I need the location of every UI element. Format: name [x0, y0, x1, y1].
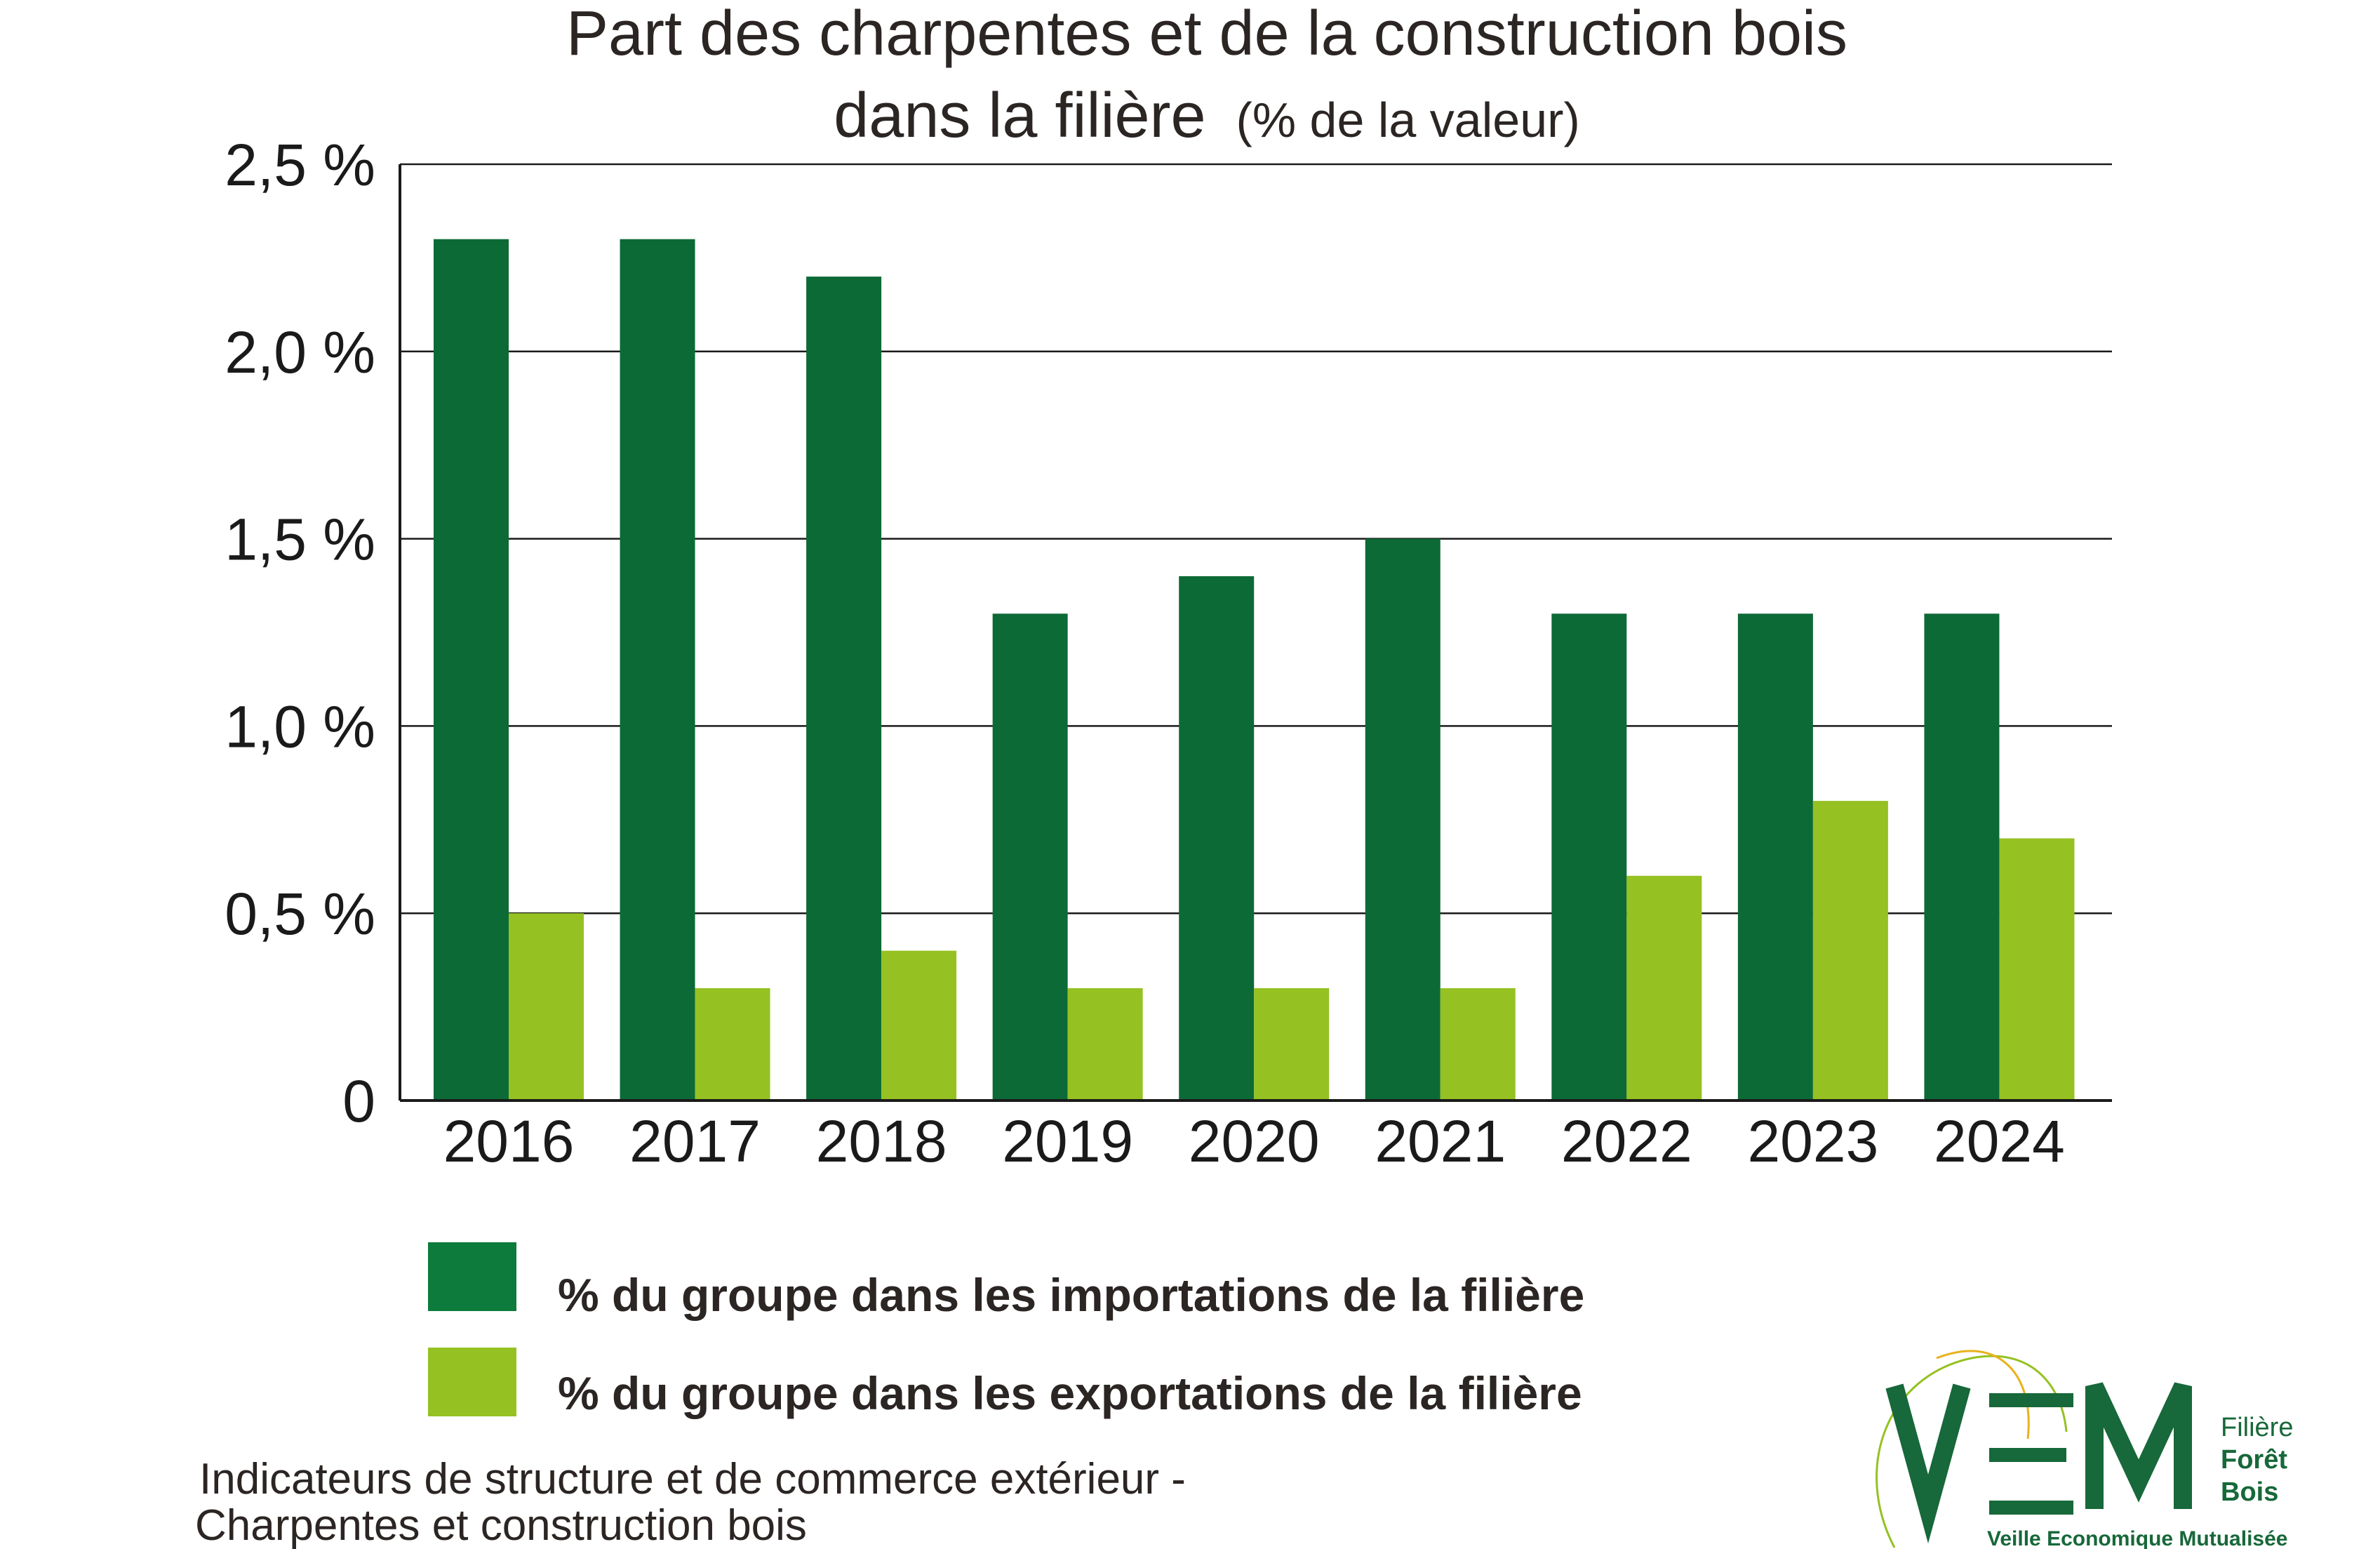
legend-swatch-exports	[428, 1348, 516, 1416]
bar-imports-2018	[806, 277, 882, 1101]
bar-exports-2024	[1999, 838, 2075, 1101]
logo-arc-yellow	[1936, 1350, 2030, 1440]
x-tick-label: 2020	[1189, 1108, 1320, 1174]
x-tick-label: 2023	[1747, 1108, 1878, 1174]
logo-letter-m	[2085, 1382, 2192, 1509]
legend: % du groupe dans les importations de la …	[428, 1242, 1584, 1419]
bar-imports-2023	[1737, 613, 1813, 1101]
legend-swatch-imports	[428, 1242, 516, 1311]
bar-imports-2022	[1551, 613, 1627, 1101]
bar-imports-2016	[434, 239, 509, 1101]
x-tick-label: 2021	[1375, 1108, 1506, 1174]
legend-label-imports: % du groupe dans les importations de la …	[558, 1269, 1584, 1321]
vem-logo: Filière Forêt Bois Veille Economique Mut…	[1876, 1350, 2293, 1549]
x-axis-ticks: 2016 2017 2018 2019 2020 2021 2022 2023 2024	[443, 1108, 2065, 1174]
bar-exports-2023	[1812, 801, 1888, 1101]
x-tick-label: 2019	[1002, 1108, 1133, 1174]
y-tick-label: 1,0 %	[225, 693, 375, 759]
bar-exports-2022	[1626, 875, 1702, 1101]
logo-tagline: Veille Economique Mutualisée	[1987, 1527, 2287, 1549]
chart-title-unit: (% de la valeur)	[1236, 93, 1580, 147]
chart-title-line2: dans la filière (% de la valeur)	[834, 81, 1580, 151]
bar-exports-2019	[1067, 988, 1143, 1101]
y-tick-label: 1,5 %	[225, 507, 375, 573]
logo-e-middle	[1989, 1448, 2066, 1462]
bar-exports-2020	[1254, 988, 1330, 1101]
legend-label-exports: % du groupe dans les exportations de la …	[558, 1367, 1582, 1419]
bar-exports-2016	[509, 913, 584, 1101]
y-tick-label: 0	[342, 1068, 375, 1134]
x-tick-label: 2024	[1934, 1108, 2065, 1174]
bars	[434, 239, 2075, 1101]
x-tick-label: 2018	[816, 1108, 947, 1174]
logo-arc-green	[1876, 1355, 2068, 1548]
y-tick-label: 2,5 %	[225, 132, 375, 198]
bar-exports-2018	[881, 950, 957, 1101]
logo-e-bottom	[1989, 1501, 2073, 1515]
chart-title-line1: Part des charpentes et de la constructio…	[566, 0, 1847, 69]
bar-imports-2021	[1365, 538, 1440, 1101]
logo-letter-v	[1885, 1383, 1971, 1544]
bar-imports-2019	[992, 613, 1068, 1101]
x-tick-label: 2022	[1561, 1108, 1692, 1174]
x-tick-label: 2017	[629, 1108, 761, 1174]
footer-line1: Indicateurs de structure et de commerce …	[199, 1455, 1186, 1503]
logo-side-line2: Forêt	[2221, 1445, 2287, 1475]
bar-exports-2021	[1440, 988, 1516, 1101]
chart-title-main: dans la filière	[834, 81, 1205, 151]
y-tick-label: 0,5 %	[225, 881, 375, 947]
bar-imports-2020	[1179, 576, 1255, 1101]
logo-e-top	[1989, 1393, 2073, 1407]
logo-side-line3: Bois	[2221, 1477, 2278, 1507]
footer-line2: Charpentes et construction bois	[195, 1501, 807, 1549]
y-axis-ticks: 0 0,5 % 1,0 % 1,5 % 2,0 % 2,5 %	[225, 132, 375, 1134]
bar-imports-2024	[1924, 613, 2000, 1101]
logo-side-line1: Filière	[2221, 1413, 2293, 1442]
x-tick-label: 2016	[443, 1108, 575, 1174]
y-tick-label: 2,0 %	[225, 319, 375, 385]
bar-exports-2017	[695, 988, 770, 1101]
bar-imports-2017	[620, 239, 695, 1101]
